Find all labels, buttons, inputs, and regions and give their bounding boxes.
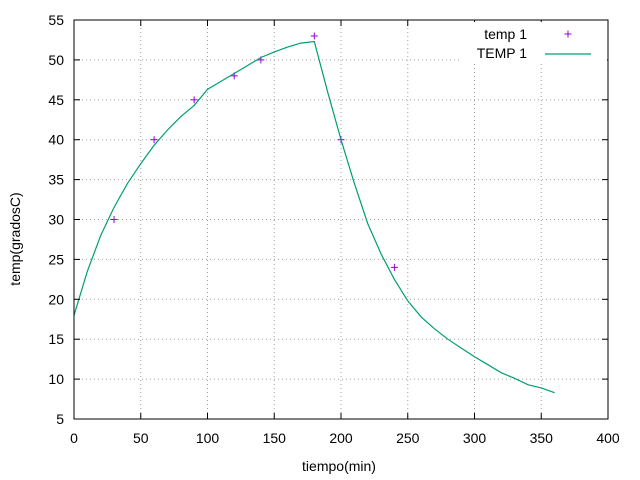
legend-label: TEMP 1 [477, 45, 528, 61]
ticks [73, 19, 609, 420]
x-axis-label: tiempo(min) [302, 458, 376, 474]
y-tick-label: 15 [48, 331, 64, 347]
y-tick-label: 55 [48, 12, 64, 28]
legend: temp 1 TEMP 1 [462, 22, 607, 64]
x-tick-label: 0 [70, 430, 78, 446]
y-tick-label: 35 [48, 172, 64, 188]
data-point [390, 263, 398, 271]
x-tick-label: 50 [133, 430, 149, 446]
y-tick-label: 50 [48, 52, 64, 68]
x-tick-label: 150 [263, 430, 287, 446]
grid [74, 20, 608, 419]
tick-labels: 0 50 100 150 200 250 300 350 400 5 10 15 20 25 30 35 40 4… [48, 12, 619, 446]
data-point [310, 32, 318, 40]
legend-swatch-marker [564, 30, 572, 38]
x-tick-label: 200 [329, 430, 353, 446]
y-tick-label: 5 [56, 411, 64, 427]
data-point [110, 216, 118, 223]
y-tick-label: 25 [48, 251, 64, 267]
x-tick-label: 100 [196, 430, 220, 446]
legend-label: temp 1 [484, 26, 527, 42]
series-layer [73, 32, 555, 394]
y-axis-label: temp(gradosC) [7, 192, 23, 285]
y-tick-label: 40 [48, 132, 64, 148]
legend-background [462, 22, 607, 64]
series-line-1 [73, 40, 555, 394]
x-tick-label: 300 [463, 430, 487, 446]
x-tick-label: 350 [530, 430, 554, 446]
data-point [190, 96, 198, 104]
data-point [150, 136, 158, 144]
y-tick-label: 45 [48, 92, 64, 108]
y-tick-label: 10 [48, 371, 64, 387]
x-tick-label: 400 [596, 430, 620, 446]
y-tick-label: 30 [48, 212, 64, 228]
y-tick-label: 20 [48, 291, 64, 307]
x-tick-label: 250 [396, 430, 420, 446]
